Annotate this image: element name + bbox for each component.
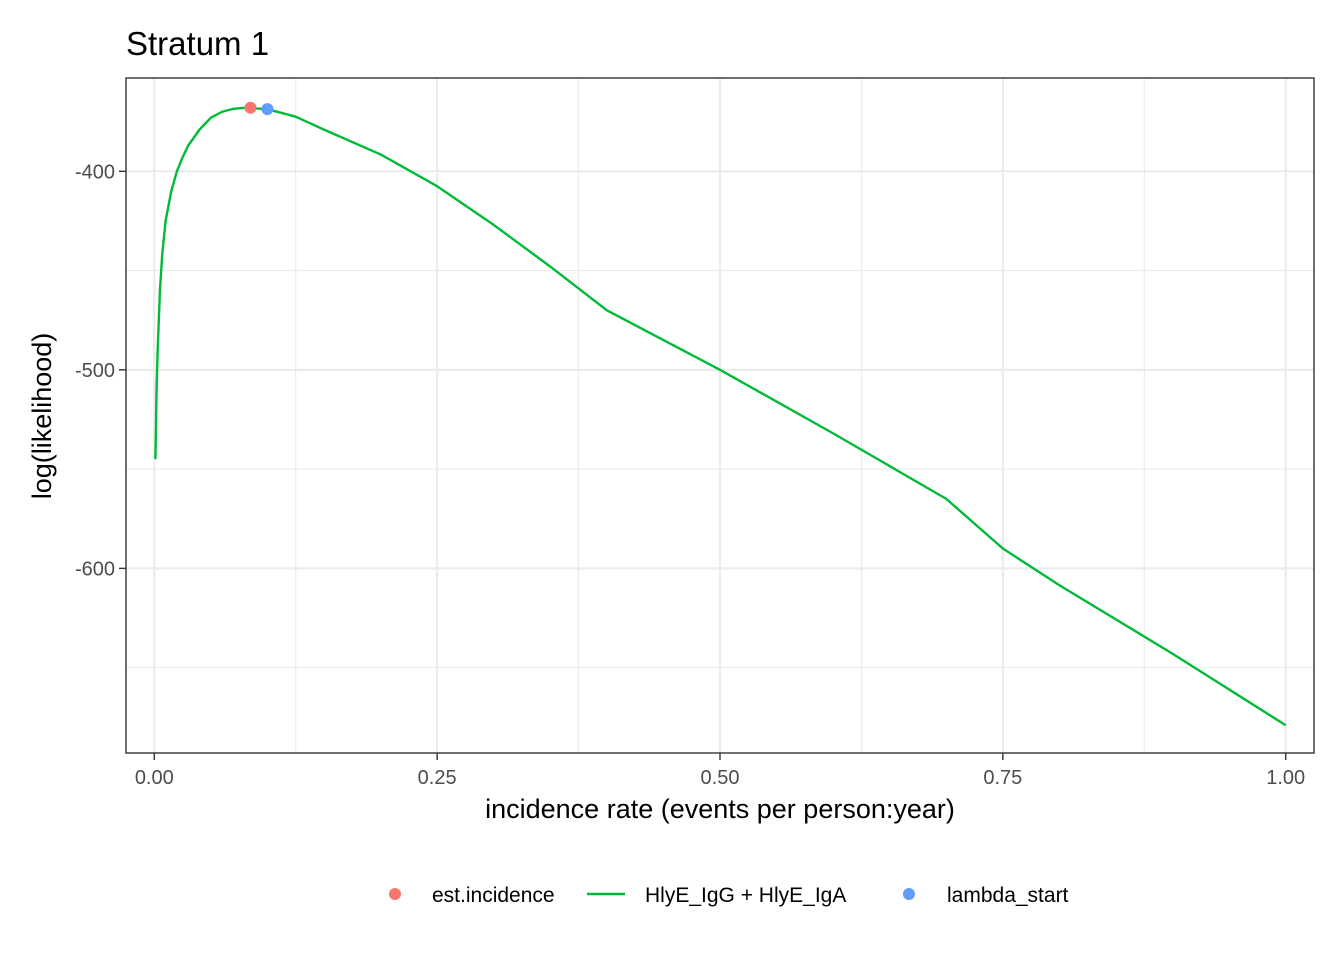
- data-point: [261, 103, 274, 116]
- legend: est.incidence HlyE_IgG + HlyE_IgA lambda_s…: [389, 884, 1069, 907]
- legend-key-point: [903, 888, 915, 900]
- y-axis-title: log(likelihood): [27, 333, 57, 500]
- x-tick-label: 0.00: [135, 767, 174, 789]
- series-points: [244, 101, 274, 116]
- data-point: [244, 101, 257, 114]
- legend-label: est.incidence: [432, 884, 555, 907]
- x-tick-label: 0.50: [701, 767, 740, 789]
- y-tick-label: -600: [75, 558, 115, 580]
- x-axis-ticks: 0.00 0.25 0.50 0.75 1.00: [135, 753, 1305, 789]
- x-tick-label: 1.00: [1266, 767, 1305, 789]
- legend-label: lambda_start: [947, 884, 1069, 907]
- legend-key-point: [389, 888, 401, 900]
- y-tick-label: -500: [75, 360, 115, 382]
- y-tick-label: -400: [75, 161, 115, 183]
- x-tick-label: 0.25: [418, 767, 457, 789]
- y-axis-ticks: -400 -500 -600: [75, 161, 126, 580]
- legend-label: HlyE_IgG + HlyE_IgA: [645, 884, 846, 907]
- chart-title: Stratum 1: [126, 25, 269, 62]
- x-tick-label: 0.75: [983, 767, 1022, 789]
- x-axis-title: incidence rate (events per person:year): [485, 794, 955, 824]
